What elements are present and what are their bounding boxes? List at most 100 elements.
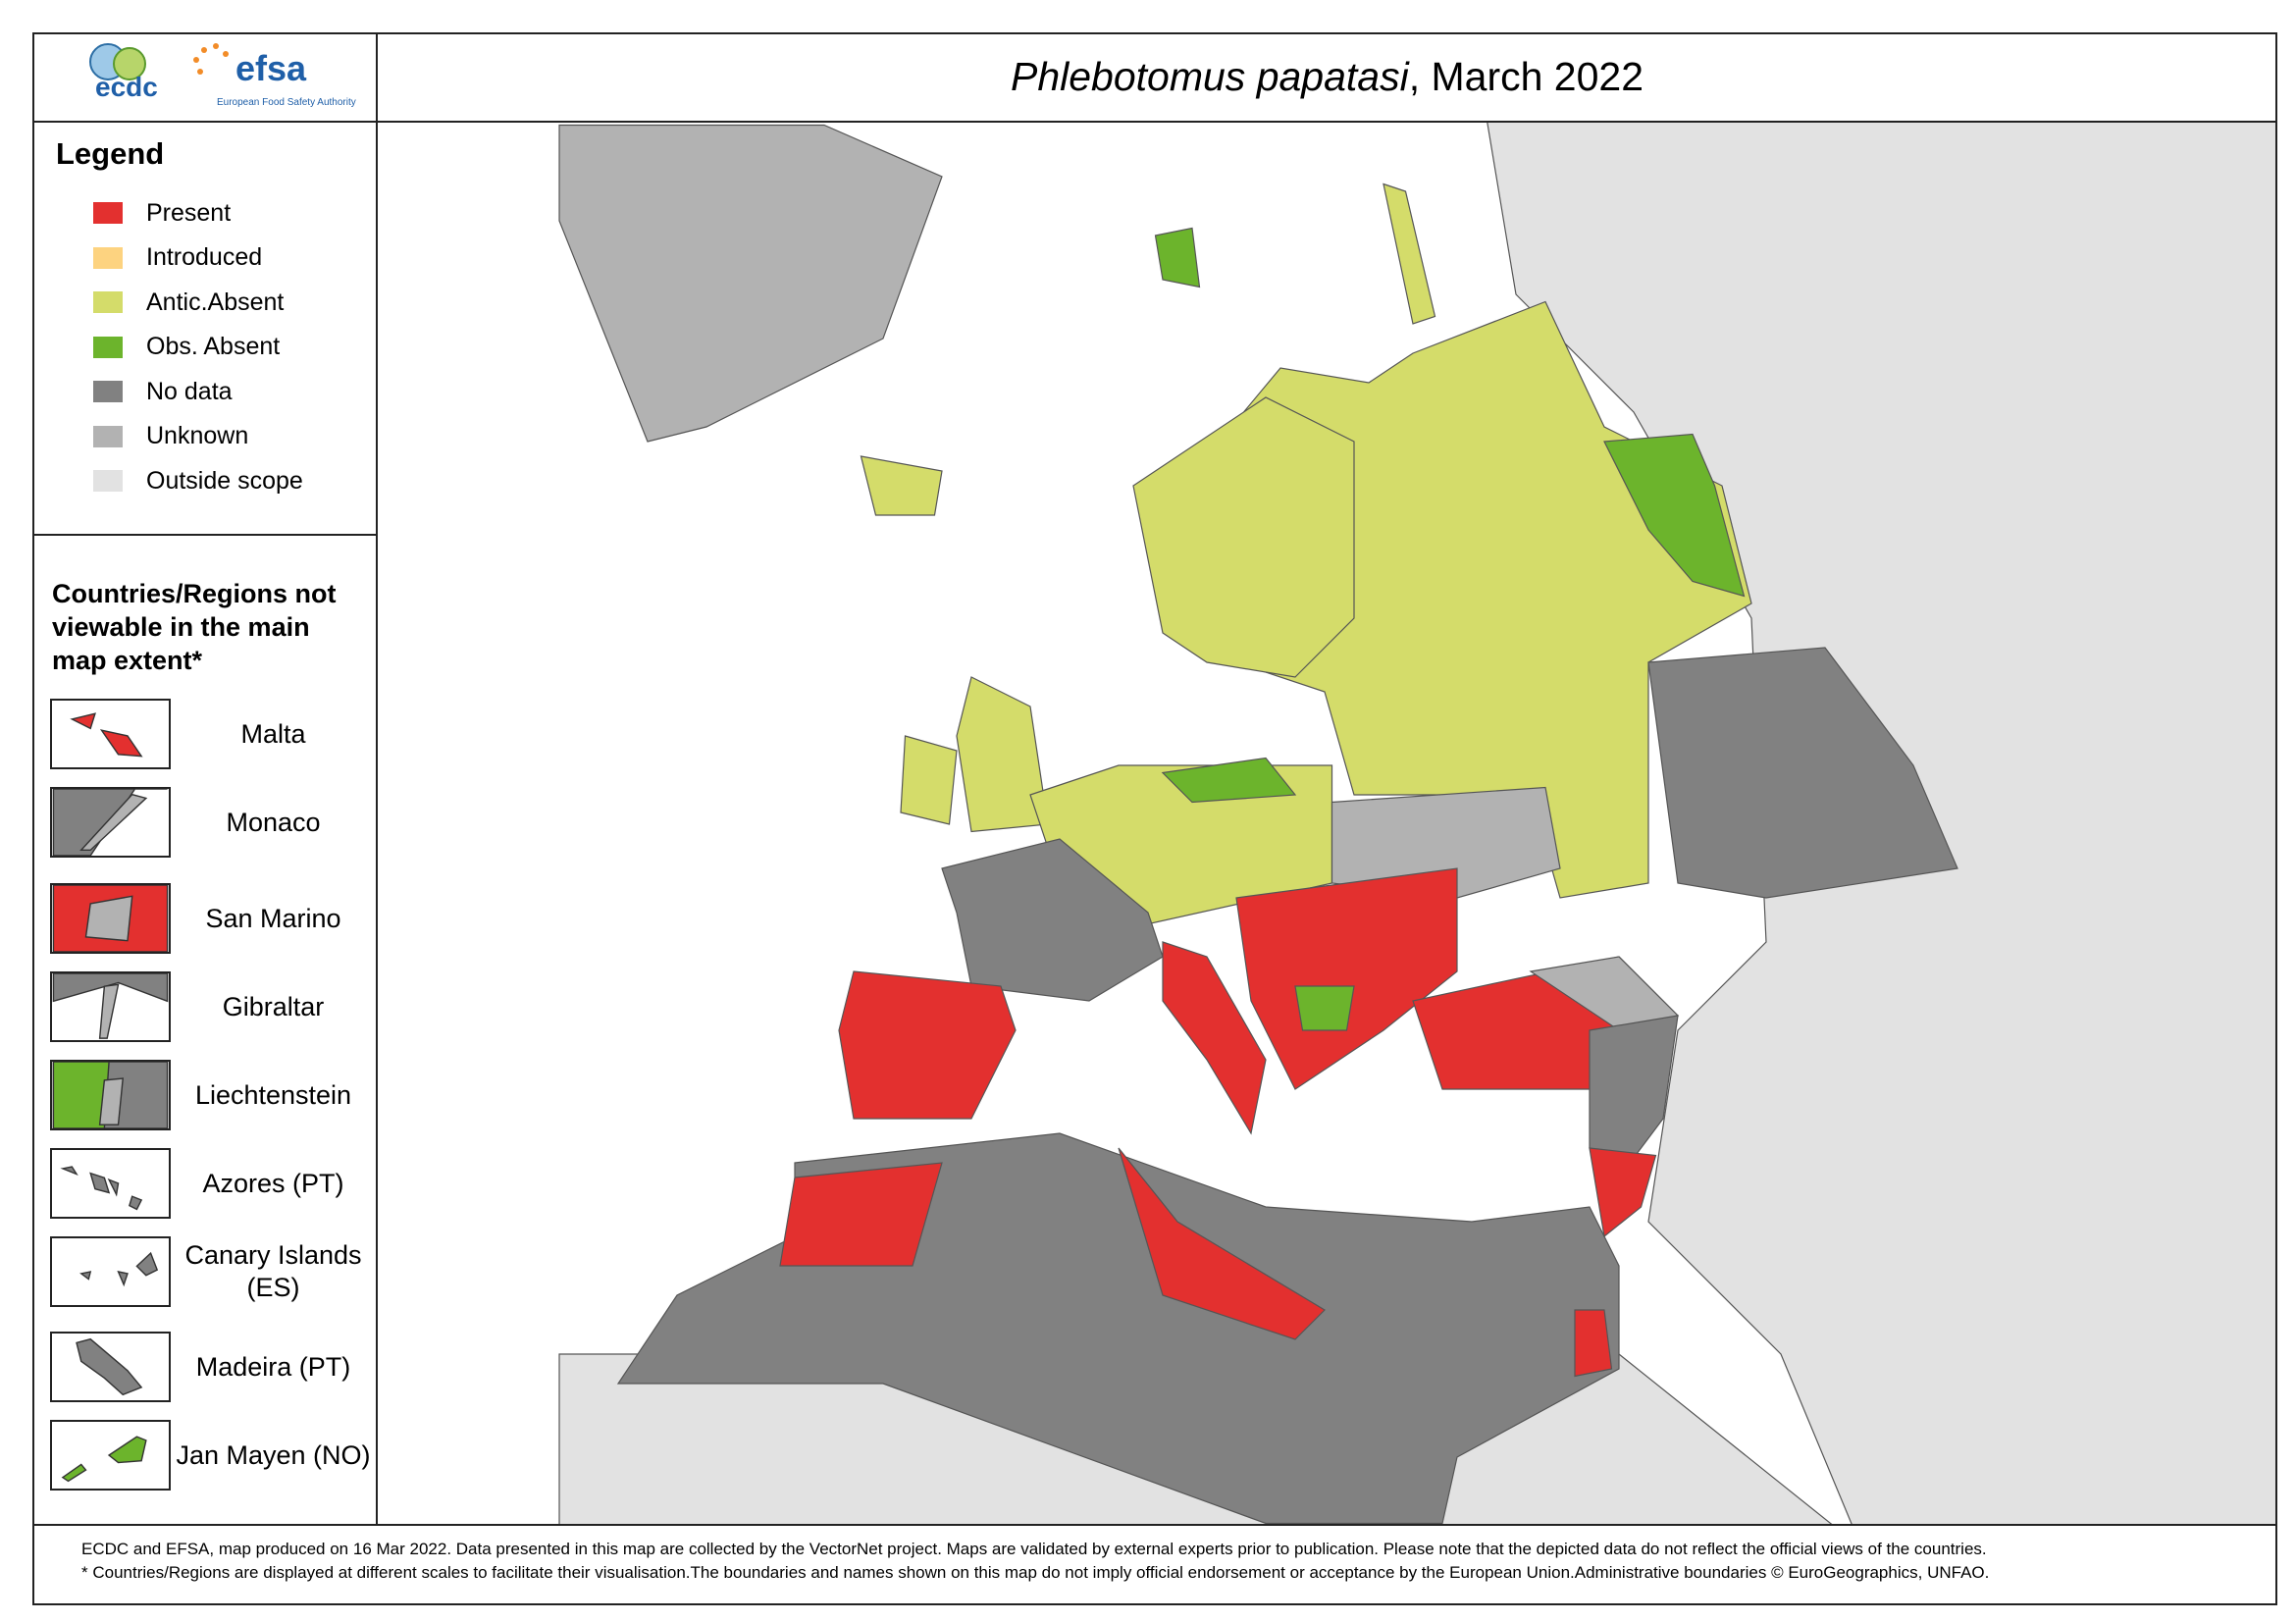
inset-label: Azores (PT) (202, 1168, 344, 1198)
legend-swatch (93, 470, 123, 492)
inset-map (52, 1062, 169, 1128)
inset-region (107, 1436, 147, 1464)
inset-box (50, 699, 171, 769)
morocco (779, 1162, 943, 1267)
inset-region (98, 983, 120, 1039)
legend-item: No data (93, 377, 233, 406)
inset-box (50, 1060, 171, 1130)
inset-region (52, 1062, 110, 1128)
inset-label: Monaco (226, 807, 321, 837)
legend-label: Outside scope (146, 466, 303, 495)
inset-label: Gibraltar (222, 991, 325, 1021)
title-species: Phlebotomus papatasi (1010, 53, 1409, 99)
scandinavia (1132, 396, 1355, 678)
legend-label: Unknown (146, 422, 249, 449)
italy (1162, 941, 1267, 1135)
iberia (838, 970, 1017, 1120)
inset-region (76, 1337, 143, 1396)
russia-obs (1603, 433, 1746, 598)
efsa-logo: efsa (235, 48, 307, 88)
legend-title: Legend (56, 136, 165, 171)
legend-swatch (93, 246, 123, 269)
legend-label: No data (146, 377, 233, 405)
inset-region (52, 973, 169, 1003)
ireland (900, 735, 958, 825)
inset-box (50, 787, 171, 858)
efsa-caption: European Food Safety Authority (217, 97, 356, 108)
greenland (558, 124, 943, 443)
legend-swatch (93, 425, 123, 447)
inset-box (50, 1420, 171, 1491)
legend-label: Antic.Absent (146, 288, 285, 316)
inset-region (98, 1077, 125, 1125)
legend-label: Obs. Absent (146, 333, 281, 360)
logo-cell: ecdc efsa European Food Safety Authority (32, 32, 378, 123)
legend-swatch (93, 381, 123, 402)
legend-swatch (93, 202, 123, 224)
inset-map (61, 1436, 147, 1483)
inset-map (76, 1337, 143, 1396)
inset-label: Malta (240, 718, 306, 749)
legend-item: Obs. Absent (93, 333, 280, 362)
ecdc-globe (89, 43, 146, 80)
inset-region (70, 712, 96, 730)
map (558, 123, 2275, 1524)
legend-item: Present (93, 198, 231, 228)
inset-region (60, 1166, 78, 1177)
inset-region (79, 793, 148, 852)
inset-box (50, 1332, 171, 1402)
legend-swatch (93, 291, 123, 313)
uk (956, 676, 1049, 833)
efsa-stars (193, 43, 229, 75)
levant (1589, 1015, 1679, 1178)
inset-label: Canary Islands (ES) (184, 1240, 362, 1302)
inset-region (117, 1271, 129, 1287)
legend-swatch (93, 336, 123, 358)
legend-item: Introduced (93, 243, 262, 273)
title-suffix: , March 2022 (1408, 53, 1644, 99)
israel (1589, 1147, 1657, 1238)
inset-map (52, 973, 169, 1039)
ukraine (1331, 786, 1561, 899)
inset-map (52, 789, 168, 856)
balkans-obs (1294, 985, 1355, 1031)
inset-map (52, 885, 169, 952)
inset-box (50, 971, 171, 1042)
inset-region (61, 1463, 87, 1483)
inset-box (50, 1236, 171, 1307)
inset-region (107, 1177, 120, 1197)
inset-label: San Marino (205, 903, 341, 933)
inset-map (60, 1166, 143, 1211)
inset-label: Jan Mayen (NO) (176, 1439, 371, 1470)
inset-title: Countries/Regions not viewable in the ma… (52, 579, 337, 675)
inset-region (89, 1172, 111, 1194)
svalbard (1154, 227, 1201, 288)
legend-panel: Legend Present Introduced Antic.Absent Obs.… (32, 121, 378, 536)
title: Phlebotomus papatasi, March 2022 (377, 32, 2277, 123)
inset-region (129, 1195, 143, 1211)
ecdc-logo: ecdc (95, 72, 158, 102)
legend-item: Outside scope (93, 466, 303, 496)
maghreb-east (1118, 1147, 1326, 1340)
legend-item: Unknown (93, 422, 248, 451)
footer: ECDC and EFSA, map produced on 16 Mar 20… (32, 1524, 2277, 1605)
inset-region (84, 895, 133, 942)
novaya-zemlya (1383, 183, 1436, 325)
inset-box (50, 883, 171, 954)
egypt-south (1574, 1309, 1613, 1378)
central-obs (1161, 757, 1297, 804)
footer-line: * Countries/Regions are displayed at dif… (81, 1563, 1990, 1582)
france (941, 838, 1164, 1002)
legend-label: Introduced (146, 243, 263, 271)
inset-map (79, 1251, 159, 1287)
inset-region (79, 1271, 92, 1281)
inset-region (135, 1251, 159, 1277)
legend-label: Present (146, 198, 232, 227)
inset-label: Madeira (PT) (195, 1351, 351, 1382)
inset-label: Liechtenstein (194, 1079, 352, 1110)
inset-map (70, 712, 143, 758)
iceland (860, 455, 943, 516)
balkans (1235, 867, 1458, 1090)
caucasus-east (1647, 647, 1958, 899)
